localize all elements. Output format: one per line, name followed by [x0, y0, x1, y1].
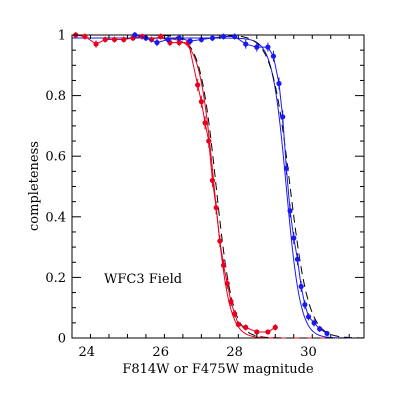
- data-point: [324, 330, 330, 337]
- model-curve-dashed: [72, 34, 365, 339]
- data-point: [287, 208, 293, 214]
- y-tick-label: 0.2: [45, 271, 66, 286]
- model-curves: [72, 34, 365, 339]
- data-point: [132, 32, 138, 38]
- x-tick-label: 24: [79, 345, 96, 360]
- data-point: [254, 329, 260, 335]
- data-point: [102, 36, 108, 43]
- data-point: [243, 41, 249, 47]
- plot-frame: [71, 34, 365, 339]
- data-point: [265, 44, 271, 50]
- data-point: [298, 283, 304, 290]
- data-point: [217, 238, 223, 244]
- x-tick-label: 26: [152, 345, 169, 360]
- data-point: [272, 324, 278, 330]
- data-point: [209, 177, 216, 184]
- data-point: [195, 82, 201, 88]
- model-curve-dashed: [72, 34, 364, 339]
- data-point: [224, 280, 230, 287]
- data-point: [235, 321, 241, 327]
- data-point: [228, 299, 234, 305]
- data-point: [291, 235, 297, 241]
- plot-area-border: [71, 34, 365, 339]
- y-tick-label: 0.8: [45, 89, 66, 104]
- data-point: [232, 311, 238, 317]
- data-point: [213, 205, 219, 211]
- model-curve: [72, 37, 365, 339]
- data-point: [176, 39, 182, 46]
- data-point: [82, 33, 88, 40]
- data-point: [158, 33, 164, 40]
- data-point: [154, 39, 160, 46]
- data-point: [302, 302, 308, 308]
- data-point: [232, 33, 238, 40]
- data-point: [283, 165, 289, 171]
- data-point: [121, 36, 127, 43]
- annotation-label: WFC3 Field: [104, 272, 182, 287]
- series-1: [73, 31, 278, 335]
- data-point: [209, 35, 216, 41]
- y-tick-label: 0.4: [45, 210, 66, 225]
- y-axis-title: completeness: [27, 141, 42, 231]
- data-point: [276, 80, 282, 87]
- data-point: [243, 324, 249, 330]
- data-point: [198, 99, 204, 105]
- data-point: [176, 35, 182, 41]
- x-tick-label: 30: [300, 345, 317, 360]
- x-tick-label: 28: [226, 345, 243, 360]
- series-2: [132, 31, 330, 337]
- data-point: [311, 320, 317, 326]
- data-point: [254, 44, 260, 50]
- x-axis-title: F814W or F475W magnitude: [122, 362, 314, 377]
- data-point: [220, 33, 227, 40]
- data-point: [294, 256, 301, 262]
- data-point: [93, 41, 99, 47]
- series-line: [75, 34, 276, 333]
- data-point: [111, 36, 118, 43]
- y-tick-label: 0.6: [45, 150, 66, 165]
- data-point: [280, 114, 286, 120]
- data-point: [270, 53, 277, 59]
- model-curve: [72, 37, 364, 339]
- y-tick-label: 0: [58, 332, 66, 347]
- data-point: [198, 36, 204, 43]
- data-point: [165, 36, 171, 43]
- data-point: [206, 138, 212, 144]
- y-tick-label: 1: [58, 29, 66, 44]
- data-point: [220, 262, 227, 268]
- data-point: [317, 326, 323, 332]
- axis-ticks: 24 26 28 30 0 0.2 0.4 0.6 0.8 1: [45, 29, 364, 360]
- data-point: [305, 314, 312, 320]
- data-point: [265, 329, 271, 335]
- data-series: [73, 31, 330, 337]
- data-point: [187, 38, 193, 44]
- data-point: [202, 120, 208, 126]
